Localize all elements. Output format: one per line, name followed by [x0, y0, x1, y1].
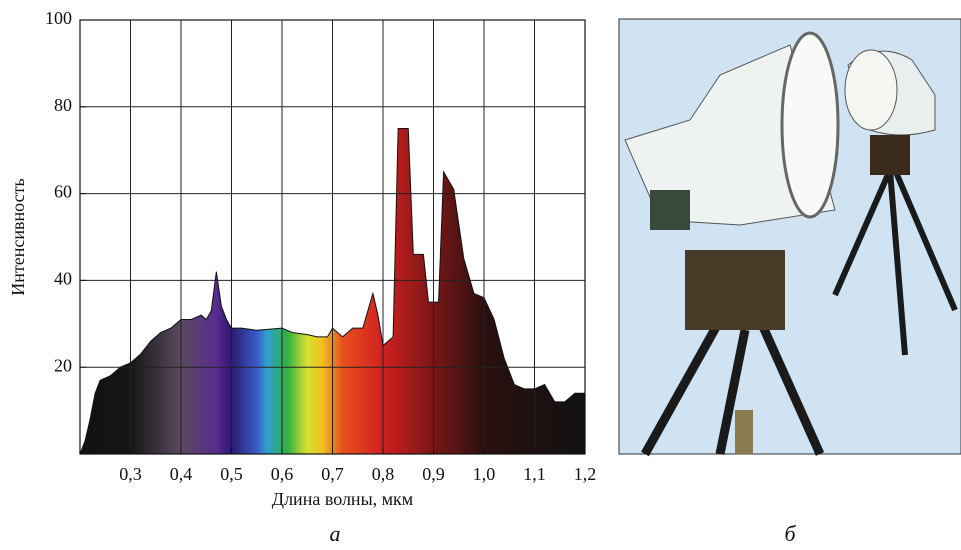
area-outline: [79, 128, 585, 455]
area-fill: [80, 128, 585, 454]
caption-right: б: [784, 521, 796, 546]
x-tick-label: 0,7: [321, 464, 344, 484]
x-tick-label: 1,1: [523, 464, 546, 484]
photo: [618, 18, 961, 457]
x-tick-label: 0,8: [372, 464, 395, 484]
x-tick-label: 0,5: [220, 464, 243, 484]
tripod-left: [641, 317, 825, 457]
x-tick-label: 1,0: [473, 464, 496, 484]
tripod-right: [832, 168, 958, 356]
y-tick-label: 60: [54, 182, 72, 202]
y-tick-label: 80: [54, 95, 72, 115]
x-tick-label: 0,3: [119, 464, 142, 484]
lamp-small-lens: [844, 49, 898, 131]
y-tick-label: 40: [54, 269, 72, 289]
post: [735, 410, 753, 454]
x-tick-label: 0,9: [422, 464, 445, 484]
y-tick-label: 20: [54, 355, 72, 375]
mount-small: [870, 135, 910, 175]
y-axis-label: Интенсивность: [8, 178, 28, 295]
lamp-large-lens: [780, 31, 840, 219]
y-tick-label: 100: [45, 8, 72, 28]
lamp-box: [650, 190, 690, 230]
x-tick-label: 0,4: [170, 464, 193, 484]
x-axis-label: Длина волны, мкм: [272, 489, 413, 509]
x-tick-label: 0,6: [271, 464, 294, 484]
caption-left: а: [330, 521, 341, 546]
x-tick-label: 1,2: [574, 464, 597, 484]
mount-large: [685, 250, 785, 330]
chart: 20 40 60 80 100 0,3 0,4 0,5 0,6 0,7 0,8 0,9 1,0 1,1 1,…: [8, 8, 596, 509]
